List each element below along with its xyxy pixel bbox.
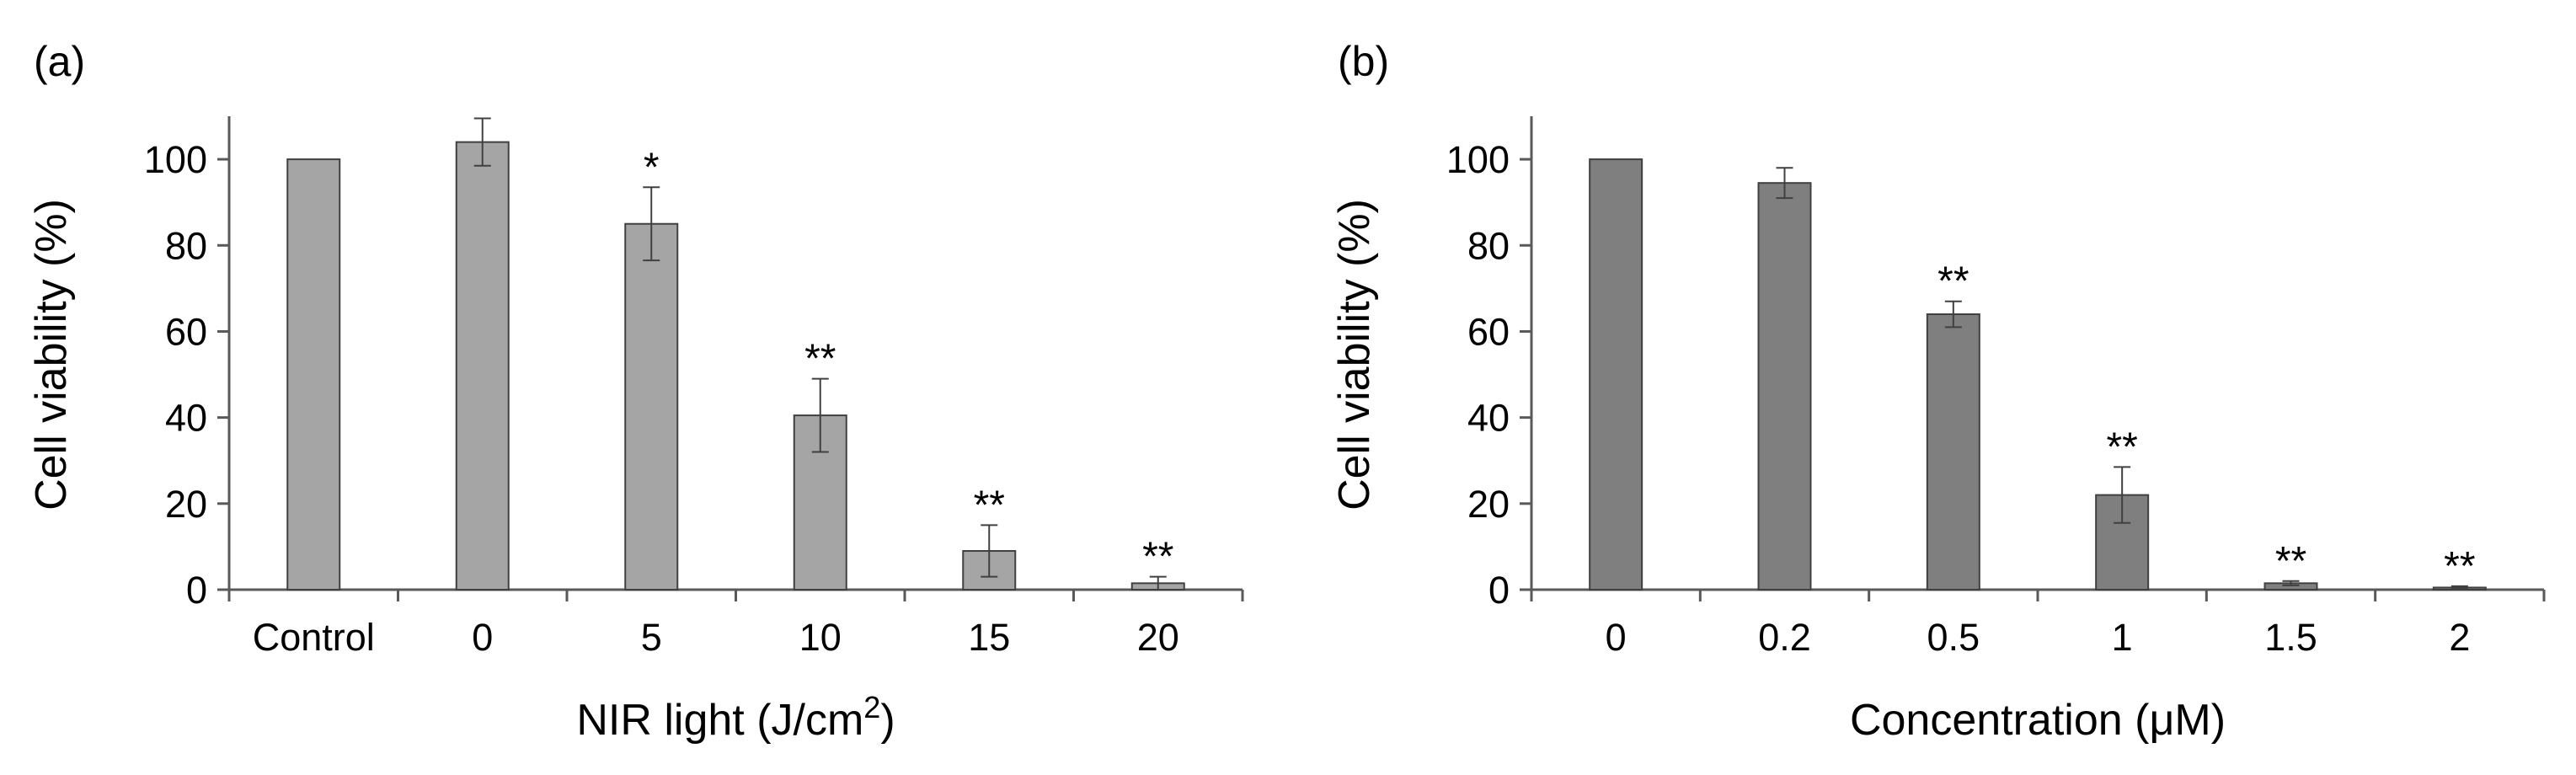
y-tick-label: 20: [1467, 483, 1510, 526]
bar: [1926, 313, 1980, 591]
y-tick-label: 40: [1467, 397, 1510, 440]
y-tick-label: 60: [1467, 310, 1510, 353]
x-tick-label: 1: [2112, 616, 2133, 659]
significance-mark: **: [2275, 539, 2306, 584]
y-tick-label: 0: [186, 569, 207, 612]
y-axis-title: Cell viability (%): [27, 199, 76, 510]
significance-mark: **: [2444, 544, 2475, 589]
significance-mark: **: [2106, 425, 2137, 469]
y-tick-label: 20: [165, 483, 207, 526]
y-tick-label: 80: [1467, 224, 1510, 267]
x-tick-label: 2: [2449, 616, 2470, 659]
x-tick-label: 0.5: [1927, 616, 1980, 659]
panel-label: (b): [1338, 38, 1389, 85]
x-tick-label: 0: [1606, 616, 1627, 659]
significance-mark: **: [1937, 259, 1969, 304]
x-tick-label: 5: [641, 616, 662, 659]
bar: [624, 222, 679, 591]
x-tick-label: Control: [253, 616, 375, 659]
panel-a: (a) 0 20 40 60 80 100 Control 0 * 5 ** 10 ** 15 ** 20 Cel…: [27, 38, 1244, 745]
x-axis-title-main: Concentration (μM): [1850, 696, 2226, 745]
y-axis-title: Cell viability (%): [1330, 199, 1379, 510]
x-tick-label: 10: [799, 616, 842, 659]
bar: [1757, 182, 1812, 591]
x-axis-title: NIR light (J/cm2): [576, 690, 895, 745]
y-tick-label: 100: [1446, 138, 1510, 181]
bar: [455, 141, 510, 591]
significance-mark: *: [644, 145, 660, 190]
significance-mark: **: [804, 337, 836, 382]
x-tick-label: 1.5: [2264, 616, 2317, 659]
x-axis-title-main: NIR light (J/cm: [576, 696, 863, 745]
panel-b: (b) 0 20 40 60 80 100 0 0.2 ** 0.5 ** 1 ** 1.5 ** 2 Cell …: [1330, 38, 2546, 745]
significance-mark: **: [974, 483, 1005, 527]
bar: [1589, 158, 1643, 591]
x-axis-title: Concentration (μM): [1850, 696, 2226, 745]
x-axis-title-suffix: ): [880, 696, 895, 745]
y-tick-label: 100: [144, 138, 207, 181]
significance-mark: **: [1142, 535, 1173, 580]
x-tick-label: 0.2: [1758, 616, 1811, 659]
x-tick-label: 0: [472, 616, 493, 659]
bar: [286, 158, 341, 591]
y-tick-label: 40: [165, 397, 207, 440]
x-axis-title-superscript: 2: [863, 690, 880, 724]
y-tick-label: 0: [1488, 569, 1510, 612]
x-tick-label: 20: [1137, 616, 1179, 659]
y-tick-label: 80: [165, 224, 207, 267]
panel-label: (a): [34, 38, 85, 85]
x-tick-label: 15: [968, 616, 1010, 659]
y-tick-label: 60: [165, 310, 207, 353]
